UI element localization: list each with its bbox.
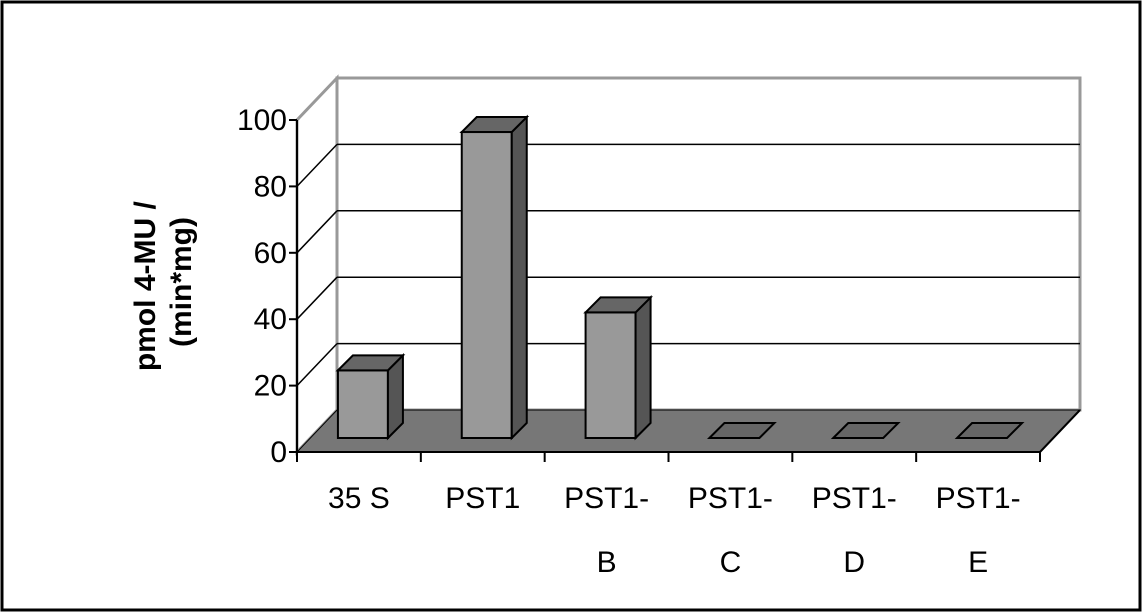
bar-top [583, 296, 653, 314]
x-category-label-line: D [843, 546, 865, 579]
left-wall [295, 74, 339, 456]
bar-top [830, 422, 901, 439]
x-category-label-line: PST1- [564, 482, 649, 515]
x-category-label: PST1- B [564, 482, 649, 579]
gridline-side [296, 210, 338, 254]
axes [289, 119, 1081, 462]
bar-top [954, 422, 1025, 439]
plot-floor [295, 409, 1082, 453]
x-category-label: 35 S [328, 482, 390, 515]
y-tick-label: 100 [237, 104, 287, 137]
x-category-label-line: PST1- [688, 482, 773, 515]
x-category-label: PST1- C [688, 482, 773, 579]
gridline-side [296, 343, 338, 387]
bar-front [460, 131, 513, 439]
x-category-label-line: B [597, 546, 617, 579]
x-category-label-line: 35 S [328, 482, 390, 515]
bar-side [634, 294, 652, 441]
x-category-label: PST1 [445, 482, 520, 515]
y-tick-label: 0 [270, 436, 287, 469]
gridline-side [296, 276, 338, 320]
bar [707, 422, 777, 439]
y-axis-title: pmol 4-MU / (min*mg) [129, 193, 198, 371]
bar [335, 352, 406, 441]
x-axis-depth [1039, 409, 1081, 453]
plot-walls [295, 74, 1082, 456]
y-tick-label: 20 [254, 370, 287, 403]
y-tick-label: 60 [254, 237, 287, 270]
x-category-label-line: E [968, 546, 988, 579]
bar [954, 422, 1025, 439]
y-axis-title-line-1: pmol 4-MU / [129, 201, 162, 372]
y-tick-label: 40 [254, 303, 287, 336]
bar-top [707, 422, 777, 439]
x-category-label: PST1- D [812, 482, 897, 579]
back-wall [335, 76, 1082, 412]
bar-front [336, 369, 389, 440]
bar-top [335, 354, 406, 372]
x-category-label: PST1- E [936, 482, 1021, 579]
x-category-label-line: PST1- [936, 482, 1021, 515]
x-category-label-line: PST1- [812, 482, 897, 515]
bar [459, 114, 530, 441]
bars [335, 114, 1025, 441]
bar-side [510, 114, 528, 441]
y-tick-label: 80 [254, 170, 287, 203]
bar [830, 422, 901, 439]
bar-top [459, 116, 530, 134]
x-category-label-line: PST1 [445, 482, 520, 515]
y-tick-labels: 0 20 40 60 80 100 [237, 104, 287, 469]
bar [583, 294, 653, 441]
x-category-labels: 35 S PST1 PST1- B PST1- C PST1- D PST1- E [328, 482, 1021, 579]
y-axis-title-line-2: (min*mg) [165, 217, 198, 347]
x-category-label-line: C [720, 546, 742, 579]
bar-front [584, 311, 637, 439]
floor-plane [295, 409, 1082, 453]
gridline-side [296, 143, 338, 187]
